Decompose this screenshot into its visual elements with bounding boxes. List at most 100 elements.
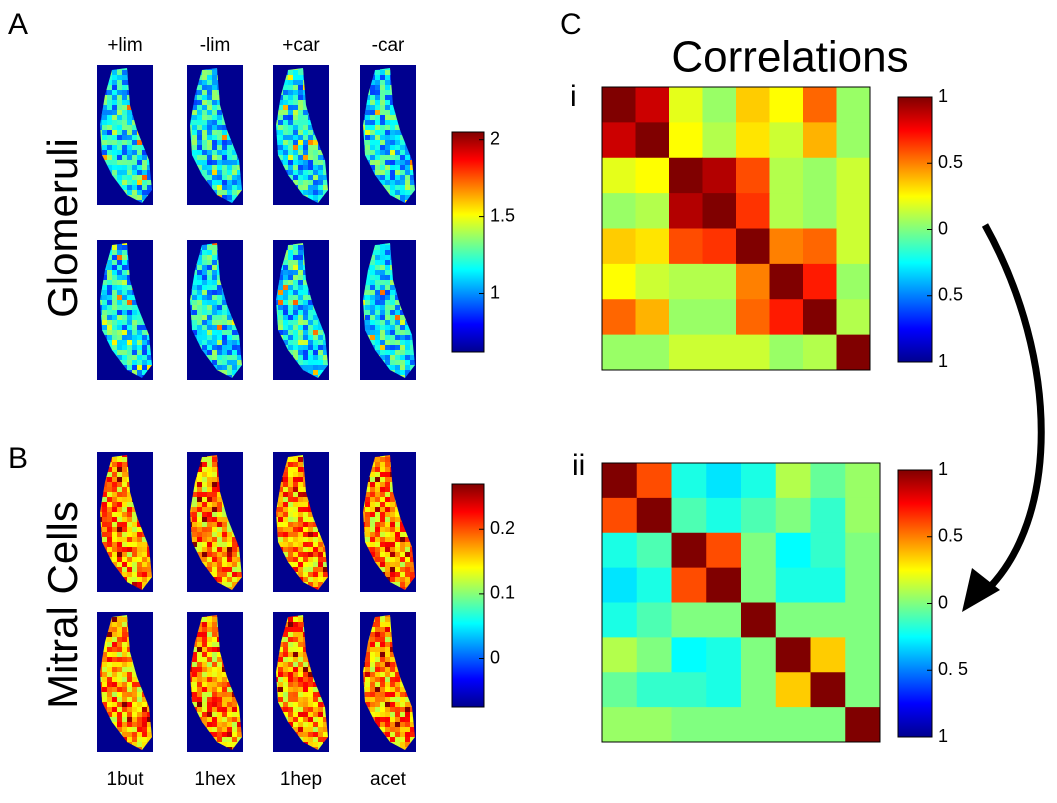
pixel xyxy=(117,492,123,498)
pixel xyxy=(117,512,123,518)
pixel xyxy=(227,345,233,351)
pixel xyxy=(293,637,299,643)
pixel xyxy=(212,280,218,286)
pixel xyxy=(288,672,294,678)
pixel xyxy=(222,722,228,728)
pixel xyxy=(288,350,294,356)
pixel xyxy=(190,512,193,518)
pixel xyxy=(122,68,128,71)
pixel xyxy=(102,687,108,693)
pixel xyxy=(308,135,314,141)
pixel xyxy=(313,747,319,750)
pixel xyxy=(142,340,148,346)
pixel xyxy=(212,275,218,281)
pixel xyxy=(132,567,138,573)
pixel xyxy=(122,290,128,296)
pixel xyxy=(222,305,228,311)
pixel xyxy=(147,170,152,176)
pixel xyxy=(375,340,381,346)
pixel xyxy=(323,345,328,351)
pixel xyxy=(197,260,203,266)
pixel xyxy=(197,130,203,136)
pixel xyxy=(385,75,391,81)
pixel xyxy=(117,68,123,71)
pixel xyxy=(197,547,203,553)
pixel xyxy=(127,340,133,346)
pixel xyxy=(227,692,233,698)
pixel xyxy=(283,687,289,693)
pixel xyxy=(288,335,294,341)
pixel xyxy=(237,717,242,723)
pixel xyxy=(283,325,289,331)
pixel xyxy=(122,567,128,573)
pixel xyxy=(363,512,366,518)
pixel xyxy=(102,517,108,523)
pixel xyxy=(107,472,113,478)
pixel xyxy=(107,692,113,698)
pixel xyxy=(323,562,328,568)
pixel xyxy=(202,632,208,638)
pixel xyxy=(283,527,289,533)
pixel xyxy=(395,170,401,176)
pixel xyxy=(380,260,386,266)
pixel xyxy=(137,330,143,336)
pixel xyxy=(385,285,391,291)
pixel xyxy=(385,462,391,468)
pixel xyxy=(132,320,138,326)
pixel xyxy=(207,522,213,528)
pixel xyxy=(117,290,123,296)
pixel xyxy=(112,165,118,171)
pixel xyxy=(283,155,289,161)
pixel xyxy=(318,707,324,713)
pixel xyxy=(365,270,371,276)
pixel xyxy=(102,542,108,548)
pixel xyxy=(288,702,294,708)
pixel xyxy=(117,682,123,688)
pixel xyxy=(293,622,299,628)
pixel xyxy=(212,692,218,698)
pixel xyxy=(293,557,299,563)
pixel xyxy=(313,150,319,156)
pixel xyxy=(365,532,371,538)
pixel xyxy=(127,350,133,356)
pixel xyxy=(363,300,366,306)
pixel xyxy=(102,110,108,116)
pixel xyxy=(122,355,128,361)
pixel xyxy=(107,652,113,658)
pixel xyxy=(303,145,309,151)
pixel xyxy=(122,457,128,463)
pixel xyxy=(212,567,218,573)
pixel xyxy=(283,707,289,713)
pixel xyxy=(217,140,223,146)
pixel xyxy=(132,335,138,341)
pixel xyxy=(202,150,208,156)
pixel xyxy=(227,697,233,703)
pixel xyxy=(375,335,381,341)
pixel xyxy=(100,305,103,311)
pixel xyxy=(202,155,208,161)
pixel xyxy=(405,170,411,176)
pixel xyxy=(370,517,376,523)
pixel xyxy=(363,130,366,136)
pixel xyxy=(293,290,299,296)
pixel xyxy=(365,502,371,508)
pixel xyxy=(202,517,208,523)
pixel xyxy=(207,682,213,688)
pixel xyxy=(390,502,396,508)
pixel xyxy=(222,672,228,678)
pixel xyxy=(212,632,218,638)
pixel xyxy=(117,140,123,146)
pixel xyxy=(197,687,203,693)
pixel xyxy=(122,70,128,76)
pixel xyxy=(217,135,223,141)
pixel xyxy=(278,110,284,116)
pixel xyxy=(107,125,113,131)
pixel xyxy=(283,290,289,296)
pixel xyxy=(217,717,223,723)
pixel xyxy=(122,647,128,653)
pixel xyxy=(207,340,213,346)
pixel xyxy=(132,150,138,156)
pixel xyxy=(323,180,328,186)
pixel xyxy=(276,120,279,126)
pixel xyxy=(298,325,304,331)
